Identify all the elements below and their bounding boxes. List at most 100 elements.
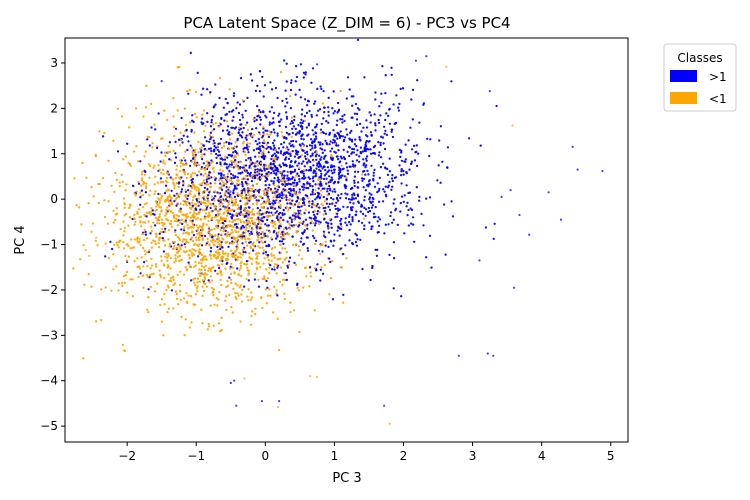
data-point-low (273, 256, 276, 260)
data-point-low (214, 121, 217, 125)
data-point-low (249, 142, 252, 145)
data-point-low (281, 261, 284, 264)
data-point-high (300, 205, 303, 208)
data-point-low (321, 102, 324, 105)
data-point-low (257, 238, 260, 241)
data-point-high (151, 209, 154, 212)
data-point-high (312, 180, 315, 183)
data-point-low (190, 160, 193, 163)
data-point-high (327, 96, 330, 99)
data-point-high (313, 213, 316, 216)
data-point-low (137, 160, 140, 163)
data-point-low (236, 256, 239, 259)
data-point-high (302, 160, 305, 163)
data-point-high (184, 159, 187, 162)
data-point-low (245, 226, 248, 229)
data-point-low (266, 234, 269, 237)
data-point-low (125, 259, 129, 262)
data-point-low (202, 289, 206, 292)
data-point-high (317, 109, 320, 112)
data-point-high (351, 193, 354, 196)
data-point-low (191, 172, 194, 175)
data-point-low (363, 217, 366, 220)
data-point-low (87, 273, 90, 276)
data-point-low (173, 244, 176, 248)
data-point-low (245, 278, 248, 281)
data-point-low (158, 239, 161, 242)
data-point-low (322, 213, 325, 216)
data-point-low (161, 218, 164, 221)
data-point-low (97, 182, 100, 186)
data-point-low (219, 168, 222, 171)
data-point-high (217, 172, 220, 175)
data-point-low (143, 203, 146, 206)
data-point-high (362, 177, 366, 180)
data-point-low (182, 199, 185, 202)
data-point-low (237, 222, 240, 226)
data-point-high (359, 151, 362, 154)
data-point-low (289, 301, 292, 304)
data-point-high (399, 210, 402, 213)
data-point-low (253, 133, 256, 136)
data-point-high (404, 143, 407, 146)
data-point-high (301, 125, 304, 128)
data-point-high (367, 173, 370, 176)
data-point-low (268, 130, 271, 133)
data-point-high (286, 266, 290, 269)
data-point-high (320, 122, 323, 125)
data-point-low (226, 284, 230, 288)
data-point-high (372, 171, 375, 174)
data-point-high (109, 240, 112, 243)
data-point-high (266, 218, 269, 221)
data-point-low (165, 217, 168, 220)
data-point-low (194, 260, 197, 264)
data-point-high (439, 125, 442, 128)
data-point-low (219, 259, 222, 262)
data-point-low (163, 109, 166, 112)
data-point-low (313, 309, 316, 312)
data-point-low (124, 155, 127, 158)
data-point-low (167, 209, 170, 212)
data-point-low (223, 142, 226, 145)
data-point-low (312, 160, 315, 163)
data-point-high (236, 139, 239, 142)
data-point-low (102, 177, 105, 180)
data-point-high (230, 142, 233, 145)
data-point-high (337, 181, 340, 184)
data-point-low (294, 263, 298, 266)
data-point-low (160, 227, 164, 230)
data-point-low (167, 265, 170, 268)
data-point-high (291, 144, 294, 147)
data-point-low (262, 236, 265, 239)
data-point-high (170, 289, 173, 292)
data-point-low (160, 210, 163, 213)
data-point-high (244, 109, 247, 112)
data-point-low (154, 290, 157, 293)
data-point-low (272, 168, 275, 171)
data-point-high (412, 223, 415, 226)
data-point-high (293, 155, 296, 158)
data-point-high (395, 176, 398, 179)
data-point-high (282, 219, 285, 222)
data-point-high (289, 178, 292, 181)
data-point-low (218, 291, 221, 294)
data-point-high (281, 212, 284, 215)
data-point-low (204, 124, 207, 127)
data-point-high (275, 154, 278, 157)
data-point-low (140, 225, 143, 228)
data-point-low (95, 320, 98, 323)
data-point-low (269, 294, 272, 297)
data-point-low (193, 131, 196, 134)
data-point-low (179, 165, 182, 168)
data-point-high (299, 63, 302, 66)
data-point-high (252, 190, 256, 193)
data-point-high (332, 198, 335, 201)
data-point-high (258, 109, 261, 112)
data-point-low (262, 150, 265, 153)
data-point-low (181, 169, 184, 172)
data-point-low (289, 95, 292, 98)
data-point-low (345, 257, 348, 260)
data-point-high (295, 65, 298, 68)
data-point-high (356, 112, 359, 115)
data-point-low (145, 202, 148, 205)
